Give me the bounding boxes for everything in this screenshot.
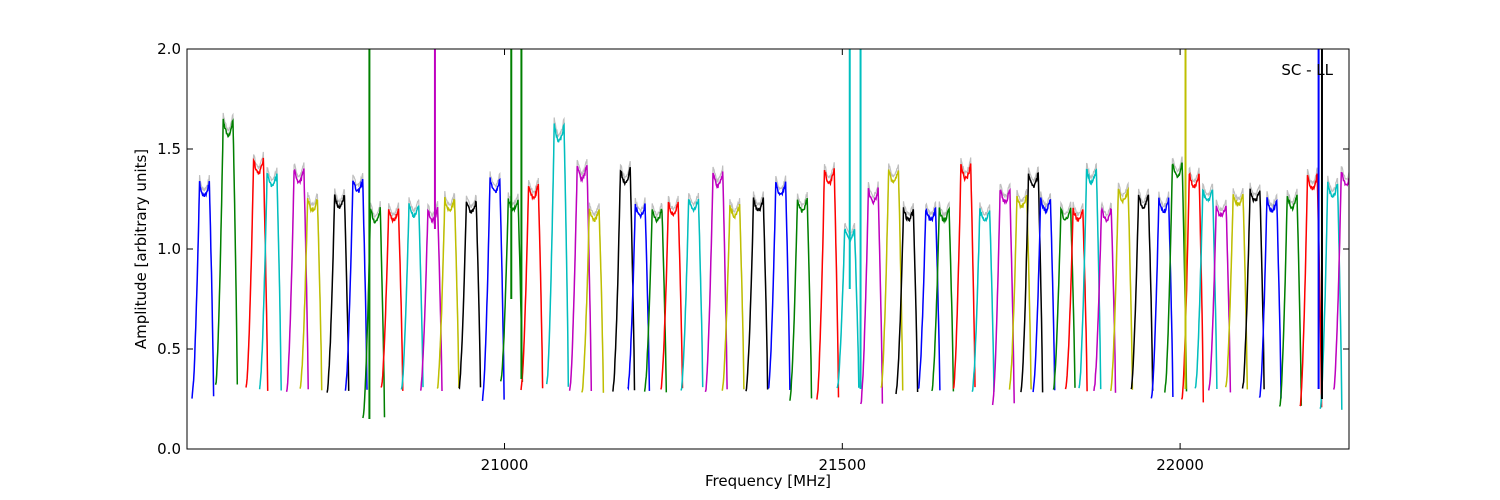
band-trace: [612, 166, 636, 392]
band-trace: [789, 197, 813, 401]
band-trace: [380, 208, 404, 391]
band-trace: [419, 207, 443, 392]
band-trace: [745, 197, 769, 392]
band-trace: [285, 168, 309, 392]
band-trace: [436, 197, 460, 389]
band-trace: [214, 118, 239, 385]
band-trace: [917, 206, 941, 391]
x-tick-label: 21000: [481, 456, 529, 474]
y-tick-label: 0.0: [157, 440, 181, 458]
y-tick-label: 1.0: [157, 240, 181, 258]
band-trace: [481, 177, 505, 401]
band-trace: [545, 122, 570, 387]
band-trace: [326, 194, 350, 393]
band-trace: [1194, 188, 1218, 390]
band-trace: [1258, 197, 1282, 399]
band-trace: [1064, 207, 1088, 392]
band-trace: [362, 207, 386, 419]
plot-frame: [186, 48, 1350, 450]
band-trace: [568, 165, 593, 392]
band-trace: [400, 203, 424, 390]
y-tick-label: 2.0: [157, 40, 181, 58]
band-trace: [895, 207, 919, 395]
band-trace: [880, 169, 904, 391]
band-trace: [680, 198, 704, 391]
band-trace: [1078, 168, 1102, 390]
band-trace: [520, 183, 544, 391]
band-trace: [704, 171, 728, 393]
band-trace: [991, 187, 1015, 406]
band-trace: [860, 187, 884, 405]
x-tick-label: 21500: [818, 456, 866, 474]
band-trace: [627, 203, 651, 391]
band-trace: [1241, 188, 1265, 390]
band-trace: [1332, 172, 1349, 390]
band-trace: [816, 168, 840, 400]
band-trace: [767, 181, 791, 391]
band-trace: [836, 228, 860, 389]
band-trace: [1150, 197, 1174, 399]
band-trace: [660, 201, 684, 390]
band-trace: [1052, 206, 1076, 390]
x-axis-label: Frequency [MHz]: [705, 472, 831, 490]
plot-area: [191, 49, 1349, 419]
band-trace: [1130, 194, 1154, 391]
band-trace: [1207, 205, 1232, 393]
axes: 21000 21500 22000 0.0 0.5 1.0 1.5 2.0: [157, 40, 1349, 474]
band-trace: [299, 198, 323, 391]
band-trace: [971, 208, 995, 392]
y-tick-label: 0.5: [157, 340, 181, 358]
band-trace: [344, 178, 368, 391]
band-trace: [1164, 162, 1188, 393]
band-trace: [1032, 197, 1056, 393]
band-trace: [258, 172, 282, 391]
band-trace: [581, 208, 605, 393]
band-trace: [1224, 193, 1249, 390]
background-band-trace: [1333, 166, 1349, 390]
band-trace: [931, 206, 955, 392]
panel-annotation: SC - LL: [1281, 61, 1333, 79]
band-trace: [458, 200, 482, 390]
band-trace: [721, 204, 745, 391]
x-tick-label: 22000: [1156, 456, 1204, 474]
y-tick-label: 1.5: [157, 140, 181, 158]
band-trace: [245, 157, 269, 391]
band-trace: [1110, 186, 1134, 391]
band-trace: [1319, 181, 1343, 410]
y-axis-label: Amplitude [arbitrary units]: [132, 149, 150, 349]
band-trace: [643, 208, 668, 393]
band-trace: [1020, 172, 1044, 393]
band-trace: [191, 181, 215, 399]
band-trace: [1278, 194, 1303, 407]
band-trace: [952, 163, 976, 389]
band-trace: [1093, 206, 1117, 393]
